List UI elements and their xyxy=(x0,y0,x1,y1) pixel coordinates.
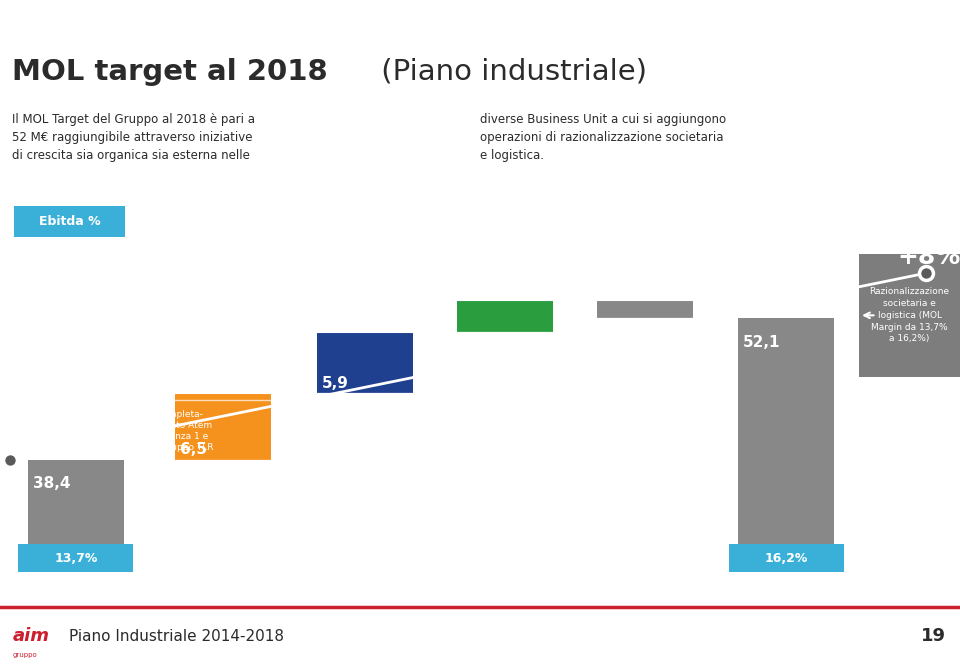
Text: 52,1: 52,1 xyxy=(743,335,780,350)
Text: Scadenza
affidamento
nel comune di
Treviso: Scadenza affidamento nel comune di Trevi… xyxy=(581,410,645,452)
Text: +8%: +8% xyxy=(898,245,960,269)
Text: Il MOL Target del Gruppo al 2018 è pari a
52 M€ raggiungibile attraverso iniziat: Il MOL Target del Gruppo al 2018 è pari … xyxy=(12,113,254,161)
Bar xyxy=(738,318,834,546)
FancyBboxPatch shape xyxy=(859,253,960,377)
Text: 13,7%: 13,7% xyxy=(54,551,98,565)
Text: Razionalizzazione
societaria e
logistica (MOL
Margin da 13,7%
a 16,2%): Razionalizzazione societaria e logistica… xyxy=(870,287,949,344)
Bar xyxy=(596,300,693,318)
Text: Crescita
organica e
acquisizione di
nuovi pacchetti
clienti per
complessivi
+77K: Crescita organica e acquisizione di nuov… xyxy=(300,410,371,486)
Text: 6,5: 6,5 xyxy=(180,442,206,458)
FancyBboxPatch shape xyxy=(14,206,125,237)
Text: diverse Business Unit a cui si aggiungono
operazioni di razionalizzazione societ: diverse Business Unit a cui si aggiungon… xyxy=(480,113,726,161)
Text: Ebitda %: Ebitda % xyxy=(38,215,101,228)
Bar xyxy=(317,332,413,393)
Text: gruppo: gruppo xyxy=(12,651,37,657)
Text: MOL 2018: MOL 2018 xyxy=(720,580,779,590)
Bar xyxy=(175,393,271,460)
Text: Piano Industriale 2014-2018: Piano Industriale 2014-2018 xyxy=(69,628,284,644)
Text: -1,8: -1,8 xyxy=(591,281,625,295)
Text: (Piano industriale): (Piano industriale) xyxy=(372,58,647,86)
Text: 3,1: 3,1 xyxy=(463,281,489,295)
Text: 38,4: 38,4 xyxy=(33,476,70,491)
FancyBboxPatch shape xyxy=(729,544,844,572)
Text: Altri servizi: Altri servizi xyxy=(581,580,648,590)
Bar xyxy=(457,300,553,332)
Bar xyxy=(28,460,124,546)
FancyBboxPatch shape xyxy=(18,544,133,572)
Text: MOL target al 2018: MOL target al 2018 xyxy=(12,58,327,86)
Text: Reti: Reti xyxy=(156,580,180,590)
Text: 16,2%: 16,2% xyxy=(764,551,808,565)
Text: Sviluppo
impiantistico e
raccolta rifiuti: Sviluppo impiantistico e raccolta rifiut… xyxy=(442,410,509,442)
Text: 5,9: 5,9 xyxy=(323,375,348,391)
Text: Completa-
mento Atem
Vicenza 1 e
sviluppo TLR: Completa- mento Atem Vicenza 1 e svilupp… xyxy=(156,410,214,452)
Text: Vendita: Vendita xyxy=(300,580,346,590)
Text: Ambiente: Ambiente xyxy=(442,580,498,590)
Text: 3. Strategia Futura – MOL target al 2018 (Piano industriale): 3. Strategia Futura – MOL target al 2018… xyxy=(12,15,430,28)
Text: 19: 19 xyxy=(921,627,946,645)
Text: MOL 2014: MOL 2014 xyxy=(10,580,68,590)
Text: aim: aim xyxy=(12,627,50,645)
